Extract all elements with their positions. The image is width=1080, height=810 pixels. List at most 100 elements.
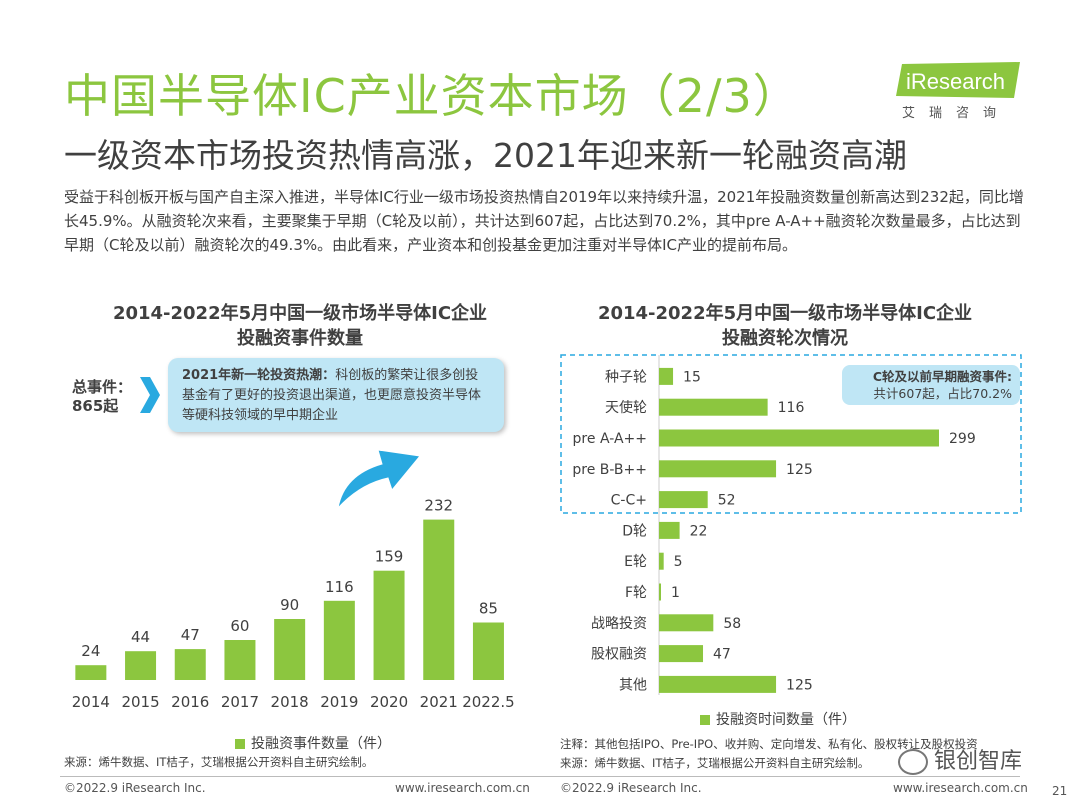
rising-arrow-icon	[337, 449, 421, 510]
hbar-F轮	[659, 583, 661, 601]
legend-swatch	[700, 715, 710, 725]
x-tick-2018: 2018	[270, 693, 309, 711]
hbar-天使轮	[659, 398, 768, 416]
page-subtitle: 一级资本市场投资热情高涨，2021年迎来新一轮融资高潮	[64, 136, 907, 175]
hbar-股权融资	[659, 645, 704, 663]
bar-2017	[224, 640, 256, 680]
y-tick-D轮: D轮	[622, 523, 647, 539]
hbar-pre A-A++	[659, 429, 939, 447]
hbar-label-战略投资: 58	[723, 616, 741, 632]
x-tick-2014: 2014	[71, 693, 110, 711]
footer-url-left[interactable]: www.iresearch.com.cn	[395, 781, 530, 795]
early-stage-summary-box: C轮及以前早期融资事件: 共计607起，占比70.2%	[842, 365, 1020, 405]
legend-swatch	[235, 739, 245, 749]
bar-label-2021: 232	[424, 497, 453, 515]
footer-copyright-left: ©2022.9 iResearch Inc.	[64, 781, 206, 795]
logo-text: iResearch	[906, 69, 1005, 94]
total-events-label-line1: 总事件：	[72, 378, 133, 396]
hbar-label-D轮: 22	[690, 523, 708, 539]
y-tick-其他: 其他	[619, 677, 647, 693]
hbar-label-C-C+: 52	[718, 493, 736, 509]
bar-2016	[174, 649, 206, 680]
bar-label-2020: 159	[375, 548, 404, 566]
page-title: 中国半导体IC产业资本市场（2/3）	[64, 69, 800, 123]
y-tick-pre A-A++: pre A-A++	[573, 431, 647, 447]
bar-label-2014: 24	[81, 642, 100, 660]
hbar-label-pre A-A++: 299	[949, 431, 976, 447]
y-tick-种子轮: 种子轮	[605, 369, 647, 385]
x-tick-2015: 2015	[121, 693, 160, 711]
hbar-label-天使轮: 116	[778, 400, 805, 416]
bar-2020	[373, 570, 405, 680]
hbar-label-其他: 125	[786, 677, 813, 693]
summary-box-line2: 共计607起，占比70.2%	[873, 386, 1012, 401]
hbar-label-F轮: 1	[671, 585, 680, 601]
y-tick-战略投资: 战略投资	[591, 616, 647, 632]
bar-2018	[274, 619, 306, 680]
hbar-C-C+	[659, 491, 708, 509]
bar-label-2015: 44	[131, 628, 150, 646]
bar-2014	[75, 665, 107, 680]
callout-text: 科创板的繁荣让很多创投基金有了更好的投资退出渠道，也更愿意投资半导体等硬科技领域…	[182, 368, 482, 423]
bar-label-2017: 60	[230, 617, 249, 635]
page-number: 21	[1052, 784, 1068, 798]
bar-2021	[423, 519, 455, 680]
bar-label-2022.5: 85	[479, 600, 498, 618]
bar-label-2016: 47	[181, 626, 200, 644]
left-chart-title-line1: 2014-2022年5月中国一级市场半导体IC企业	[112, 303, 488, 324]
footer-copyright-right: ©2022.9 iResearch Inc.	[560, 781, 702, 795]
right-source: 来源：烯牛数据、IT桔子，艾瑞根据公开资料自主研究绘制。	[560, 756, 870, 770]
watermark: 银创智库	[898, 743, 1022, 775]
hbar-label-E轮: 5	[674, 554, 683, 570]
bar-label-2019: 116	[325, 578, 354, 596]
hbar-pre B-B++	[659, 460, 777, 478]
right-chart-title-line2: 投融资轮次情况	[722, 328, 848, 349]
y-tick-股权融资: 股权融资	[591, 647, 647, 663]
early-stage-highlight-frame	[560, 354, 1022, 514]
x-tick-2019: 2019	[320, 693, 359, 711]
hbar-D轮	[659, 521, 680, 539]
total-events-value: 865起	[72, 397, 119, 415]
x-tick-2022.5: 2022.5	[462, 693, 515, 711]
left-legend: 投融资事件数量（件）	[235, 733, 391, 753]
bar-2015	[125, 651, 157, 680]
iresearch-logo: iResearch	[896, 62, 1020, 98]
hbar-E轮	[659, 552, 664, 570]
footer-url-right[interactable]: www.iresearch.com.cn	[893, 781, 1028, 795]
hbar-其他	[659, 675, 777, 693]
callout-bold-text: 2021年新一轮投资热潮：	[182, 368, 336, 383]
logo-subtitle: 艾瑞咨询	[902, 106, 1011, 121]
hbar-label-种子轮: 15	[683, 369, 701, 385]
bar-2022.5	[472, 622, 504, 680]
hbar-label-股权融资: 47	[713, 647, 731, 663]
right-note: 注释：其他包括IPO、Pre-IPO、收并购、定向增发、私有化、股权转让及股权投…	[560, 737, 978, 751]
x-tick-2017: 2017	[220, 693, 260, 711]
total-events-label: 总事件： 865起	[72, 378, 132, 416]
y-tick-pre B-B++: pre B-B++	[572, 462, 647, 478]
right-legend: 投融资时间数量（件）	[700, 709, 856, 729]
y-tick-天使轮: 天使轮	[605, 399, 647, 416]
left-source: 来源：烯牛数据、IT桔子，艾瑞根据公开资料自主研究绘制。	[64, 755, 374, 769]
wechat-icon	[898, 749, 928, 775]
bar-label-2018: 90	[280, 596, 299, 614]
left-bar-chart: 24 44 47 60 90 116 159 232 85	[75, 497, 504, 680]
bar-2019	[323, 600, 355, 680]
hbar-label-pre B-B++: 125	[786, 462, 813, 478]
summary-box-line1: C轮及以前早期融资事件:	[872, 369, 1012, 384]
left-legend-label: 投融资事件数量（件）	[251, 736, 391, 752]
x-tick-2016: 2016	[171, 693, 210, 711]
y-tick-F轮: F轮	[625, 585, 647, 601]
x-tick-2021: 2021	[419, 693, 458, 711]
hbar-战略投资	[659, 614, 714, 632]
y-tick-E轮: E轮	[624, 554, 647, 570]
x-tick-2020: 2020	[369, 693, 409, 711]
callout-box: 2021年新一轮投资热潮：科创板的繁荣让很多创投基金有了更好的投资退出渠道，也更…	[168, 358, 504, 432]
watermark-text: 银创智库	[934, 749, 1023, 774]
chevron-right-icon	[140, 377, 160, 413]
y-tick-C-C+: C-C+	[611, 493, 647, 509]
footer-divider	[60, 776, 1020, 777]
right-chart-title-line1: 2014-2022年5月中国一级市场半导体IC企业	[597, 303, 973, 324]
left-chart-title-line2: 投融资事件数量	[237, 328, 363, 349]
description-paragraph: 受益于科创板开板与国产自主深入推进，半导体IC行业一级市场投资热情自2019年以…	[64, 188, 1024, 254]
